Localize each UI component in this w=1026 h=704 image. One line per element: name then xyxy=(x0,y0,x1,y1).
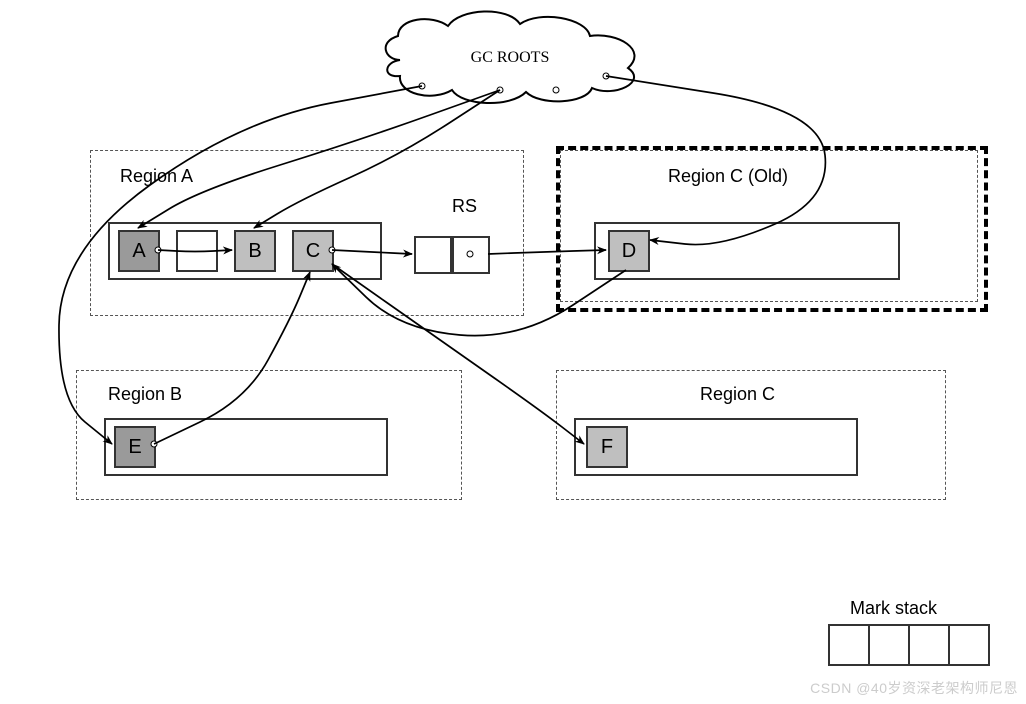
rs-cell-0 xyxy=(414,236,452,274)
region-b-title: Region B xyxy=(108,384,182,405)
markstack-cell-3 xyxy=(948,624,990,666)
gcroots-cloud: GC ROOTS xyxy=(386,11,635,103)
diagram-canvas: Region A A B C RS Region C (Old) D Regio… xyxy=(0,0,1026,704)
rs-cell-1 xyxy=(452,236,490,274)
rs-label: RS xyxy=(452,196,477,217)
region-c-title: Region C xyxy=(700,384,775,405)
gcroots-label: GC ROOTS xyxy=(471,49,550,66)
object-b: B xyxy=(234,230,276,272)
object-blank xyxy=(176,230,218,272)
markstack-cell-1 xyxy=(868,624,910,666)
markstack-cell-2 xyxy=(908,624,950,666)
markstack-label: Mark stack xyxy=(850,598,937,619)
region-a-title: Region A xyxy=(120,166,193,187)
object-a: A xyxy=(118,230,160,272)
region-c-old-title: Region C (Old) xyxy=(668,166,788,187)
object-c: C xyxy=(292,230,334,272)
object-d: D xyxy=(608,230,650,272)
markstack-cell-0 xyxy=(828,624,870,666)
object-f: F xyxy=(586,426,628,468)
watermark: CSDN @40岁资深老架构师尼恩 xyxy=(810,678,1018,698)
object-e: E xyxy=(114,426,156,468)
